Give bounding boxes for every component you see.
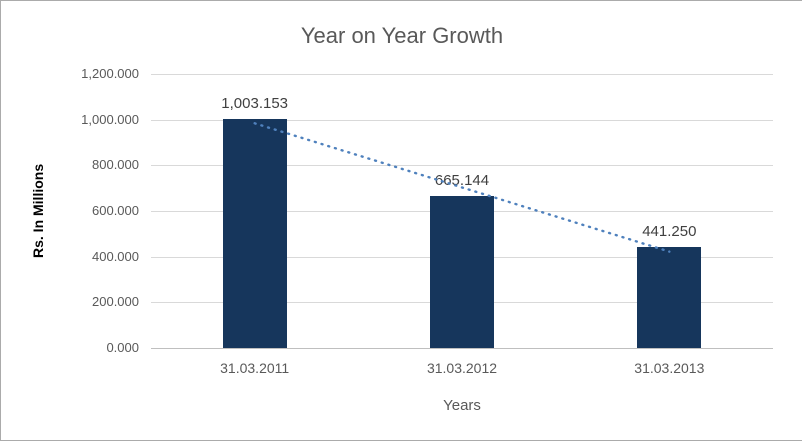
x-axis-line <box>151 348 773 349</box>
bar-value-label: 1,003.153 <box>221 94 289 112</box>
x-tick-label: 31.03.2013 <box>634 360 705 376</box>
gridline <box>151 119 773 121</box>
y-tick-label: 1,000.000 <box>81 111 139 127</box>
y-tick-label: 200.000 <box>92 294 139 310</box>
y-tick-label: 800.000 <box>92 157 139 173</box>
gridline <box>151 74 773 75</box>
bar <box>430 196 494 348</box>
bar <box>637 247 702 348</box>
x-tick-label: 31.03.2012 <box>426 360 498 376</box>
chart-title: Year on Year Growth <box>300 23 504 48</box>
y-tick-label: 600.000 <box>92 203 139 218</box>
x-tick-label: 31.03.2011 <box>220 360 290 376</box>
y-tick-label: 400.000 <box>92 248 139 264</box>
bar <box>222 118 287 348</box>
plot-area: 0.000 200.000 400.000 600.000 800.000 1,000.0… <box>81 66 773 376</box>
x-axis-title: Years <box>443 397 481 414</box>
bar-value-label: 441.250 <box>642 223 697 241</box>
y-tick-label: 1,200.000 <box>81 66 139 81</box>
y-tick-label: 0.000 <box>106 340 139 355</box>
bar-value-label: 665.144 <box>434 172 490 190</box>
